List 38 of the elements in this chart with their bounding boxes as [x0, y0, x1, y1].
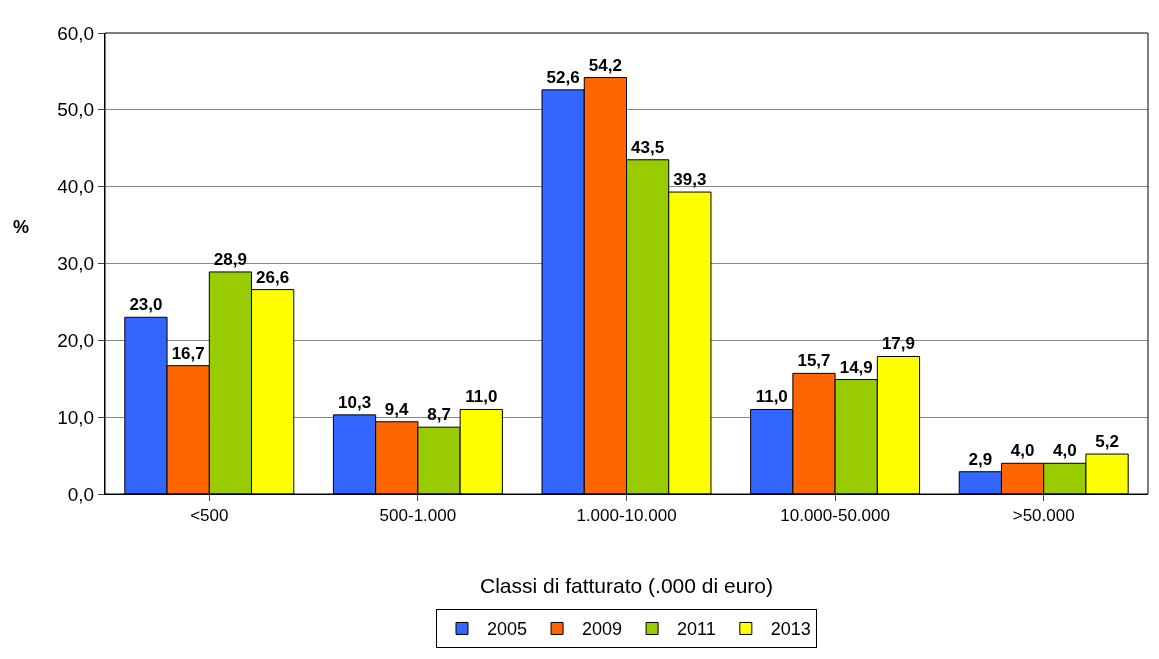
data-label: 4,0 — [1010, 441, 1035, 461]
x-tick-label: 10.000-50.000 — [780, 506, 890, 526]
data-label: 39,3 — [673, 170, 707, 190]
data-label: 5,2 — [1095, 432, 1119, 452]
data-label: 15,7 — [797, 351, 831, 371]
data-label: 23,0 — [129, 295, 163, 315]
y-tick-label: 0,0 — [67, 483, 95, 505]
data-label: 28,9 — [213, 249, 247, 269]
y-tick-label: 40,0 — [57, 176, 95, 198]
data-label: 8,7 — [427, 405, 451, 425]
x-tick-label: 500-1.000 — [379, 506, 457, 526]
data-label: 10,3 — [337, 392, 372, 412]
data-label: 11,0 — [755, 387, 788, 407]
x-tick-label: 1.000-10.000 — [576, 506, 677, 526]
data-label: 43,5 — [631, 137, 665, 157]
data-label: 26,6 — [256, 267, 290, 287]
x-axis-title: Classi di fatturato (.000 di euro) — [480, 574, 773, 597]
data-label: 52,6 — [546, 67, 580, 87]
y-tick-label: 60,0 — [57, 22, 95, 44]
legend-label: 2009 — [582, 619, 623, 640]
data-label: 9,4 — [384, 399, 409, 419]
data-label: 11,0 — [465, 387, 498, 407]
legend-label: 2013 — [770, 619, 811, 640]
x-tick-label: <500 — [190, 506, 229, 526]
y-tick-label: 20,0 — [57, 329, 95, 351]
x-tick-label: >50.000 — [1012, 506, 1075, 526]
y-tick-label: 50,0 — [57, 99, 95, 121]
y-tick-label: 30,0 — [57, 253, 95, 275]
data-label: 16,7 — [171, 343, 205, 363]
data-label: 4,0 — [1053, 441, 1077, 461]
data-label: 54,2 — [588, 55, 622, 75]
data-label: 14,9 — [839, 357, 873, 377]
data-label: 2,9 — [968, 449, 993, 469]
y-tick-label: 10,0 — [57, 406, 95, 428]
legend-label: 2005 — [487, 619, 528, 640]
data-label: 17,9 — [881, 334, 916, 354]
legend-label: 2011 — [677, 619, 716, 640]
y-axis-title: % — [13, 217, 30, 237]
